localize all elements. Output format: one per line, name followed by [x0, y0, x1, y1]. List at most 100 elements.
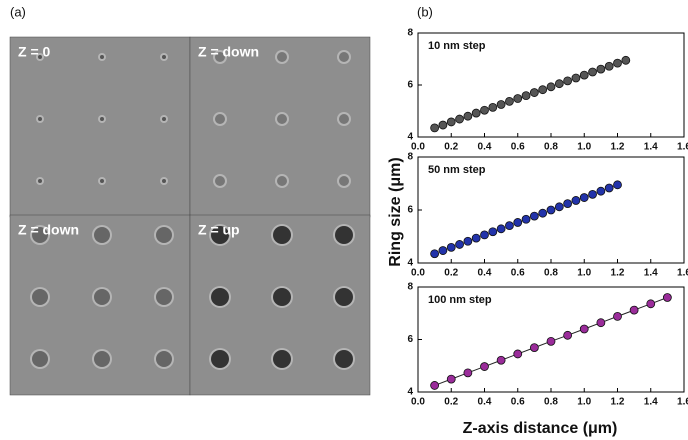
x-tick-label: 0.0: [411, 142, 425, 153]
data-point: [604, 61, 614, 71]
particle: [211, 226, 229, 244]
data-point: [496, 224, 506, 234]
data-point: [513, 349, 523, 359]
data-point: [480, 230, 489, 240]
particle: [162, 179, 166, 183]
particle: [335, 226, 353, 244]
particle: [156, 289, 172, 305]
data-point: [521, 214, 531, 224]
particle: [156, 351, 172, 367]
x-tick-label: 1.2: [611, 268, 625, 279]
data-point: [588, 189, 597, 199]
x-tick-label: 0.4: [478, 142, 492, 153]
data-point: [629, 305, 639, 315]
data-point: [446, 117, 456, 127]
particle: [32, 351, 48, 367]
data-point: [438, 246, 448, 255]
y-tick-label: 6: [407, 80, 413, 91]
data-point: [480, 362, 489, 371]
x-tick-label: 0.2: [444, 268, 458, 279]
data-point: [563, 76, 573, 86]
data-point: [563, 199, 573, 209]
particle: [38, 117, 42, 121]
data-point: [529, 88, 539, 97]
particle: [100, 55, 104, 59]
data-point: [538, 85, 548, 95]
particle: [38, 55, 42, 59]
data-point: [455, 240, 464, 249]
x-tick-label: 1.6: [677, 142, 688, 153]
data-point: [446, 242, 456, 252]
x-tick-label: 1.4: [644, 397, 658, 408]
particle: [335, 288, 353, 306]
data-point: [621, 55, 631, 65]
data-point: [513, 94, 523, 103]
data-point: [563, 330, 573, 340]
data-point: [554, 202, 564, 212]
chart-title: 100 nm step: [428, 294, 492, 306]
data-point: [579, 193, 589, 202]
x-tick-label: 1.0: [577, 268, 591, 279]
x-tick-label: 0.6: [511, 268, 525, 279]
particle: [215, 176, 225, 186]
panel-label: (b): [417, 4, 433, 19]
data-point: [596, 318, 606, 328]
data-point: [463, 236, 473, 246]
x-tick-label: 1.4: [644, 142, 658, 153]
particle: [339, 52, 349, 62]
data-point: [613, 311, 622, 321]
data-point: [463, 368, 473, 378]
x-tick-label: 0.8: [544, 397, 558, 408]
image-label: Z = 0: [18, 44, 51, 60]
data-point: [488, 102, 498, 112]
x-tick-label: 1.4: [644, 268, 658, 279]
data-point: [471, 233, 481, 243]
particle: [211, 288, 229, 306]
x-tick-label: 0.8: [544, 268, 558, 279]
particle: [335, 350, 353, 368]
data-point: [430, 123, 440, 133]
data-point: [588, 67, 597, 77]
x-tick-label: 0.4: [478, 397, 492, 408]
particle: [38, 179, 42, 183]
particle: [339, 114, 349, 124]
image-label: Z = up: [198, 222, 240, 238]
data-point: [496, 100, 506, 109]
x-tick-label: 1.0: [577, 397, 591, 408]
data-point: [455, 114, 464, 124]
y-tick-label: 8: [407, 282, 413, 293]
x-tick-label: 0.4: [478, 268, 492, 279]
x-tick-label: 0.6: [511, 142, 525, 153]
y-tick-label: 8: [407, 28, 413, 39]
data-point: [662, 293, 672, 302]
data-point: [646, 299, 656, 309]
x-tick-label: 0.2: [444, 397, 458, 408]
y-tick-label: 6: [407, 205, 413, 216]
particle: [32, 227, 48, 243]
data-point: [521, 91, 531, 101]
microscope-image: [189, 36, 371, 218]
particle: [273, 226, 291, 244]
particle: [162, 55, 166, 59]
y-tick-label: 6: [407, 334, 413, 345]
particle: [273, 288, 291, 306]
data-point: [579, 324, 589, 334]
particle: [215, 114, 225, 124]
particle: [162, 117, 166, 121]
data-point: [529, 343, 539, 353]
data-point: [446, 374, 456, 384]
microscope-image: [9, 36, 191, 218]
particle: [94, 227, 110, 243]
particle: [277, 114, 287, 124]
x-axis-label: Z-axis distance (μm): [463, 420, 618, 437]
data-point: [430, 249, 440, 259]
data-point: [513, 218, 523, 227]
data-point: [505, 96, 514, 106]
data-point: [438, 120, 448, 130]
particle: [94, 289, 110, 305]
data-point: [538, 208, 548, 218]
particle: [277, 52, 287, 62]
data-point: [529, 211, 539, 221]
image-label: Z = down: [198, 44, 259, 60]
